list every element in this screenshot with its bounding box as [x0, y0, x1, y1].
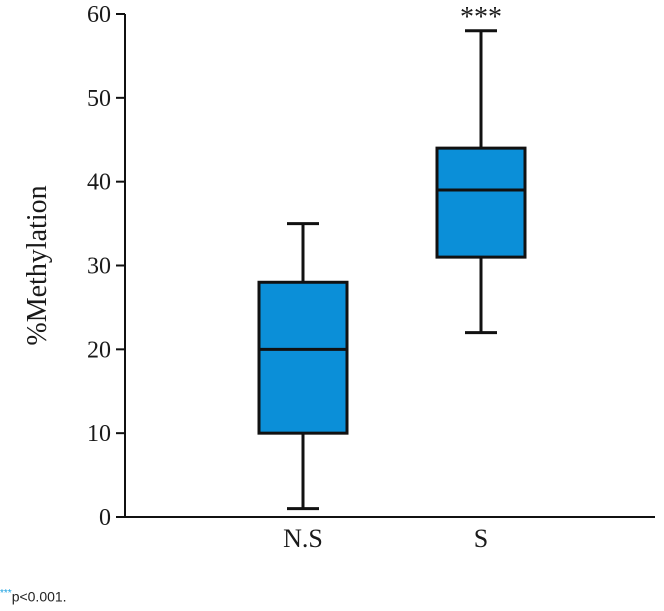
y-tick-label: 0 [99, 505, 111, 531]
y-axis: 0 10 20 30 40 50 60 [87, 2, 126, 531]
iqr-box [257, 280, 349, 435]
boxes: *** [257, 2, 527, 511]
box-s: *** [435, 2, 527, 335]
y-tick-label: 40 [87, 170, 111, 196]
x-axis: N.S S [125, 516, 655, 553]
y-tick-label: 20 [87, 337, 111, 363]
y-tick-label: 30 [87, 254, 111, 280]
box-n-s [257, 222, 349, 511]
significance-label: *** [460, 2, 502, 33]
x-category-label: S [474, 524, 488, 553]
footnote: ***p<0.001. [0, 588, 67, 605]
y-tick-label: 10 [87, 421, 111, 447]
x-category-label: N.S [283, 524, 323, 553]
iqr-box [435, 146, 527, 259]
y-tick-label: 50 [87, 86, 111, 112]
y-tick-label: 60 [87, 2, 111, 28]
footnote-text: p<0.001. [11, 588, 67, 605]
y-axis-title: %Methylation [22, 185, 53, 345]
footnote-marker: *** [0, 588, 12, 599]
